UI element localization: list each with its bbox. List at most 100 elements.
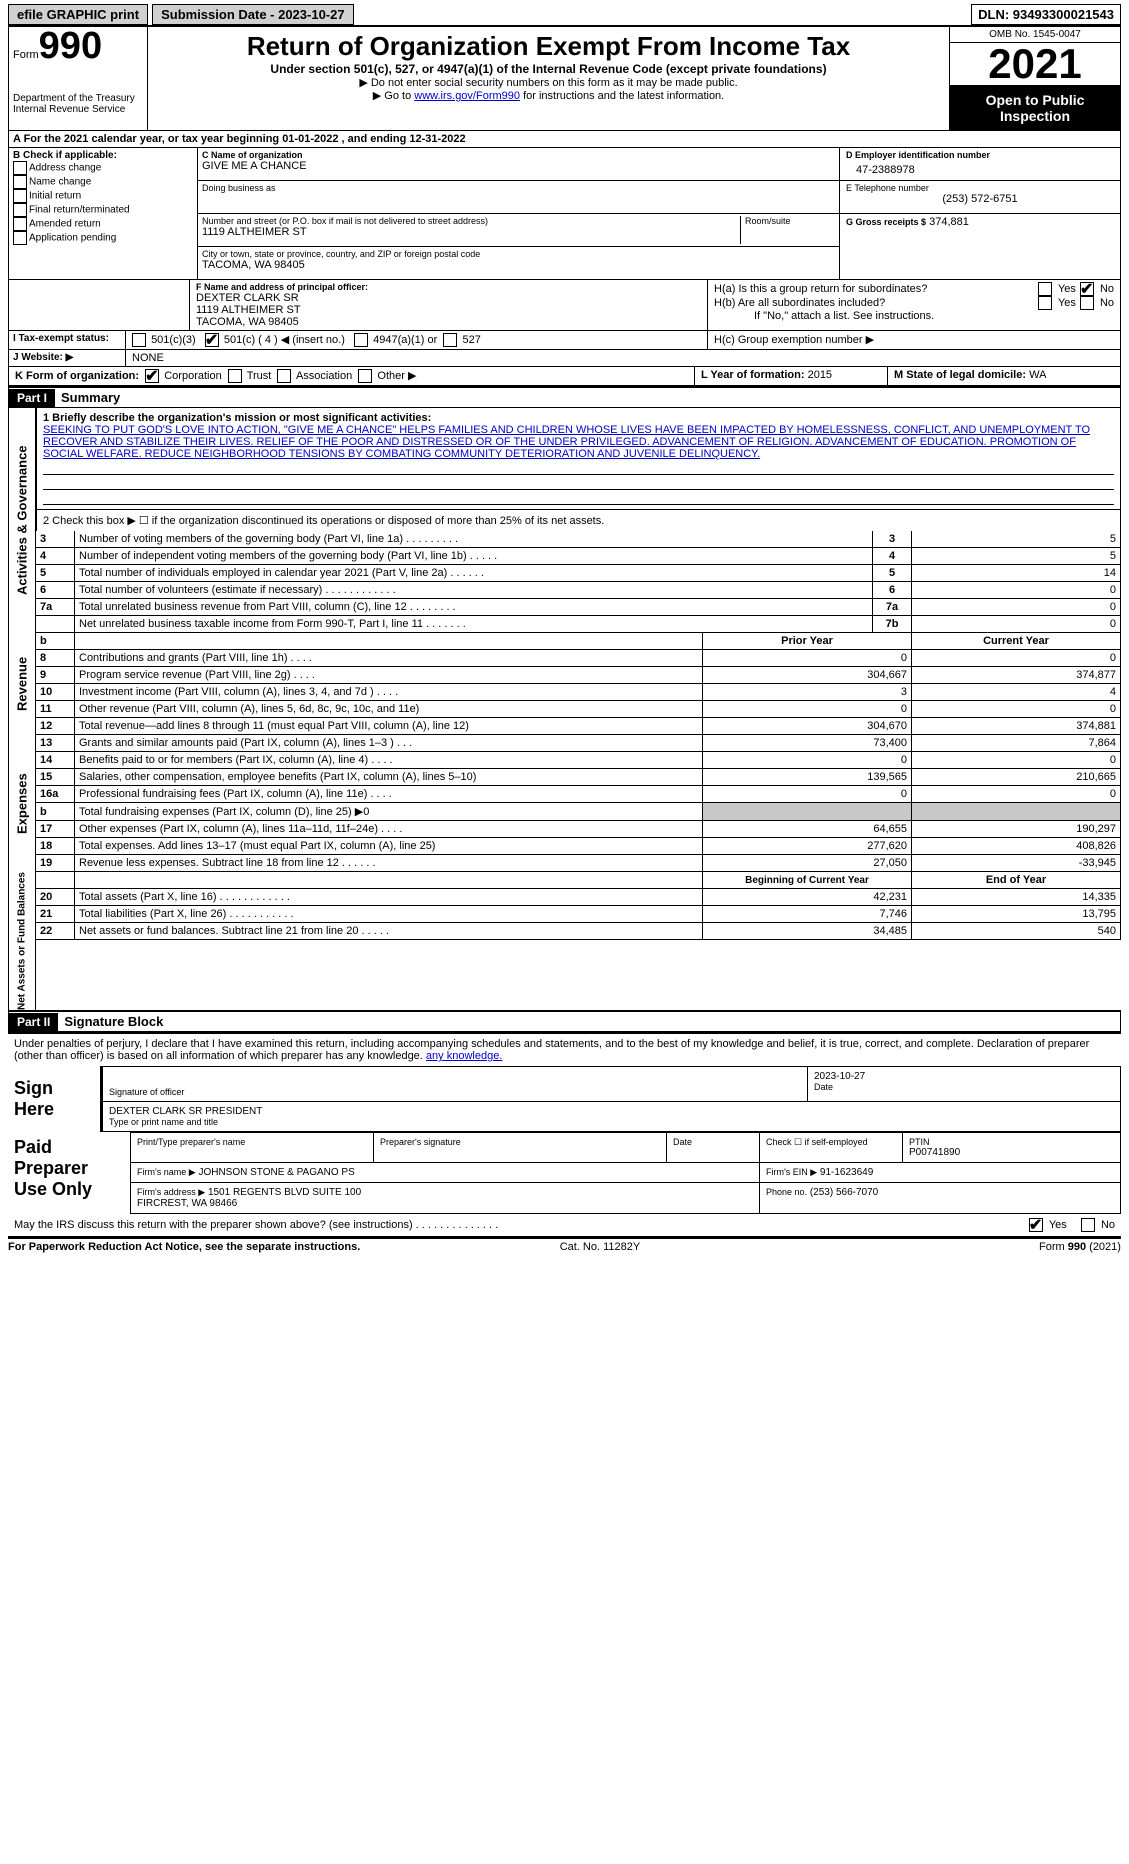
street-lbl: Number and street (or P.O. box if mail i… [202, 216, 736, 226]
table-row: 22 Net assets or fund balances. Subtract… [36, 923, 1121, 940]
gross-val: 374,881 [929, 216, 969, 228]
e-lbl: E Telephone number [846, 183, 1114, 193]
i-501c[interactable] [205, 333, 219, 347]
header-left: Form990 Department of the Treasury Inter… [9, 27, 148, 130]
section-b: B Check if applicable: Address change Na… [9, 148, 198, 279]
hb-no[interactable] [1080, 296, 1094, 310]
c-name-lbl: C Name of organization [202, 150, 835, 160]
k-assoc[interactable] [277, 369, 291, 383]
section-h: H(a) Is this a group return for subordin… [708, 280, 1120, 330]
b-opt-1[interactable]: Name change [13, 175, 193, 189]
net-block: Net Assets or Fund Balances Beginning of… [8, 872, 1121, 1010]
part2-bar: Part II [9, 1013, 58, 1031]
pdate-lbl: Date [673, 1137, 753, 1147]
note2-pre: ▶ Go to [373, 90, 414, 102]
street-val: 1119 ALTHEIMER ST [202, 226, 736, 238]
form-ref: Form 990 (2021) [1039, 1241, 1121, 1253]
k-trust[interactable] [228, 369, 242, 383]
ha-lbl: H(a) Is this a group return for subordin… [714, 283, 1034, 295]
section-j: J Website: ▶ NONE [8, 350, 1121, 367]
submission-date-button[interactable]: Submission Date - 2023-10-27 [152, 4, 354, 25]
form-word: Form [13, 49, 39, 61]
b-opt-4[interactable]: Amended return [13, 217, 193, 231]
topbar: efile GRAPHIC print Submission Date - 20… [8, 4, 1121, 25]
hdr-curr: Current Year [912, 633, 1121, 650]
d-lbl: D Employer identification number [846, 150, 1114, 160]
ptin-val: P00741890 [909, 1147, 1114, 1158]
pname-lbl: Print/Type preparer's name [137, 1137, 367, 1147]
city-lbl: City or town, state or province, country… [202, 249, 835, 259]
part1-header: Part I Summary [8, 386, 1121, 408]
part2-title: Signature Block [58, 1012, 169, 1031]
phone-val: (253) 572-6751 [846, 193, 1114, 205]
sig-officer-lbl: Signature of officer [109, 1087, 801, 1097]
gov-row: 7a Total unrelated business revenue from… [36, 599, 1121, 616]
org-name: GIVE ME A CHANCE [202, 160, 835, 172]
table-row: 10 Investment income (Part VIII, column … [36, 684, 1121, 701]
room-lbl: Room/suite [745, 216, 835, 226]
fh-block: F Name and address of principal officer:… [8, 280, 1121, 331]
mission-box: 1 Briefly describe the organization's mi… [36, 408, 1121, 510]
ha-no[interactable] [1080, 282, 1094, 296]
i-501c3[interactable] [132, 333, 146, 347]
irs-link[interactable]: www.irs.gov/Form990 [414, 90, 520, 102]
discuss-yes[interactable] [1029, 1218, 1043, 1232]
note2-post: for instructions and the latest informat… [520, 90, 724, 102]
ptin-lbl: PTIN [909, 1137, 1114, 1147]
gov-row: 4 Number of independent voting members o… [36, 548, 1121, 565]
b-opt-0[interactable]: Address change [13, 161, 193, 175]
k-lbl: K Form of organization: [15, 370, 139, 382]
exp-table: 13 Grants and similar amounts paid (Part… [36, 735, 1121, 872]
b-title: B Check if applicable: [13, 150, 193, 161]
firm-val: JOHNSON STONE & PAGANO PS [198, 1167, 354, 1178]
k-corp[interactable] [145, 369, 159, 383]
gov-table: 3 Number of voting members of the govern… [36, 531, 1121, 633]
hdr-end: End of Year [912, 872, 1121, 889]
net-table: Beginning of Current Year End of Year 20… [36, 872, 1121, 940]
officer-addr1: 1119 ALTHEIMER ST [196, 304, 701, 316]
firm-lbl: Firm's name ▶ [137, 1167, 196, 1177]
form-subtitle: Under section 501(c), 527, or 4947(a)(1)… [154, 62, 943, 76]
governance-block: Activities & Governance 1 Briefly descri… [8, 408, 1121, 633]
table-row: 15 Salaries, other compensation, employe… [36, 769, 1121, 786]
irs-label: Internal Revenue Service [13, 104, 143, 115]
ein-val: 47-2388978 [846, 160, 1114, 176]
table-row: 18 Total expenses. Add lines 13–17 (must… [36, 838, 1121, 855]
i-4947[interactable] [354, 333, 368, 347]
k-other[interactable] [358, 369, 372, 383]
discuss-no[interactable] [1081, 1218, 1095, 1232]
part1-title: Summary [55, 388, 126, 407]
dept-label: Department of the Treasury [13, 93, 143, 104]
i-527[interactable] [443, 333, 457, 347]
table-row: 17 Other expenses (Part IX, column (A), … [36, 821, 1121, 838]
vtab-governance: Activities & Governance [8, 408, 36, 633]
b-opt-3[interactable]: Final return/terminated [13, 203, 193, 217]
rev-table: b Prior Year Current Year 8 Contribution… [36, 633, 1121, 735]
city-val: TACOMA, WA 98405 [202, 259, 835, 271]
header-mid: Return of Organization Exempt From Incom… [148, 27, 949, 130]
hb-yes[interactable] [1038, 296, 1052, 310]
form-title: Return of Organization Exempt From Incom… [154, 31, 943, 62]
b-opt-5[interactable]: Application pending [13, 231, 193, 245]
table-row: 19 Revenue less expenses. Subtract line … [36, 855, 1121, 872]
hb-lbl: H(b) Are all subordinates included? [714, 297, 1034, 309]
part1-bar: Part I [9, 389, 55, 407]
form-990-page: efile GRAPHIC print Submission Date - 20… [0, 0, 1129, 1259]
efile-print-button[interactable]: efile GRAPHIC print [8, 4, 148, 25]
table-row: b Total fundraising expenses (Part IX, c… [36, 803, 1121, 821]
section-deg: D Employer identification number 47-2388… [839, 148, 1120, 279]
declaration: Under penalties of perjury, I declare th… [8, 1034, 1121, 1066]
preparer-table: Paid Preparer Use Only Print/Type prepar… [8, 1132, 1121, 1214]
hb-note: If "No," attach a list. See instructions… [714, 310, 1114, 322]
section-a: A For the 2021 calendar year, or tax yea… [8, 131, 1121, 148]
pra-notice: For Paperwork Reduction Act Notice, see … [8, 1241, 360, 1253]
fein-val: 91-1623649 [820, 1167, 873, 1178]
table-row: 20 Total assets (Part X, line 16) . . . … [36, 889, 1121, 906]
gov-row: 6 Total number of volunteers (estimate i… [36, 582, 1121, 599]
paid-preparer-lbl: Paid Preparer Use Only [8, 1133, 131, 1214]
fein-lbl: Firm's EIN ▶ [766, 1167, 817, 1177]
hc-lbl: H(c) Group exemption number ▶ [708, 331, 1120, 349]
ha-yes[interactable] [1038, 282, 1052, 296]
b-opt-2[interactable]: Initial return [13, 189, 193, 203]
dln-label: DLN: 93493300021543 [971, 4, 1121, 25]
